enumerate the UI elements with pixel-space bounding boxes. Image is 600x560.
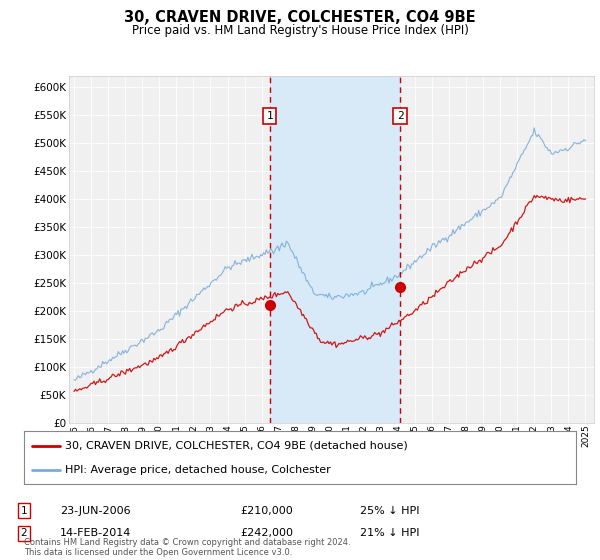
Text: £242,000: £242,000 [240, 528, 293, 538]
Text: 2: 2 [20, 528, 28, 538]
Text: Contains HM Land Registry data © Crown copyright and database right 2024.
This d: Contains HM Land Registry data © Crown c… [24, 538, 350, 557]
Text: 23-JUN-2006: 23-JUN-2006 [60, 506, 131, 516]
Text: 1: 1 [20, 506, 28, 516]
Bar [269, 76, 400, 423]
Text: 21% ↓ HPI: 21% ↓ HPI [360, 528, 419, 538]
Text: 1: 1 [266, 111, 273, 121]
Text: 14-FEB-2014: 14-FEB-2014 [60, 528, 131, 538]
Text: 25% ↓ HPI: 25% ↓ HPI [360, 506, 419, 516]
Text: HPI: Average price, detached house, Colchester: HPI: Average price, detached house, Colc… [65, 465, 331, 475]
Text: 30, CRAVEN DRIVE, COLCHESTER, CO4 9BE: 30, CRAVEN DRIVE, COLCHESTER, CO4 9BE [124, 10, 476, 25]
Text: £210,000: £210,000 [240, 506, 293, 516]
Text: Price paid vs. HM Land Registry's House Price Index (HPI): Price paid vs. HM Land Registry's House … [131, 24, 469, 37]
Text: 30, CRAVEN DRIVE, COLCHESTER, CO4 9BE (detached house): 30, CRAVEN DRIVE, COLCHESTER, CO4 9BE (d… [65, 441, 408, 451]
Text: 2: 2 [397, 111, 403, 121]
